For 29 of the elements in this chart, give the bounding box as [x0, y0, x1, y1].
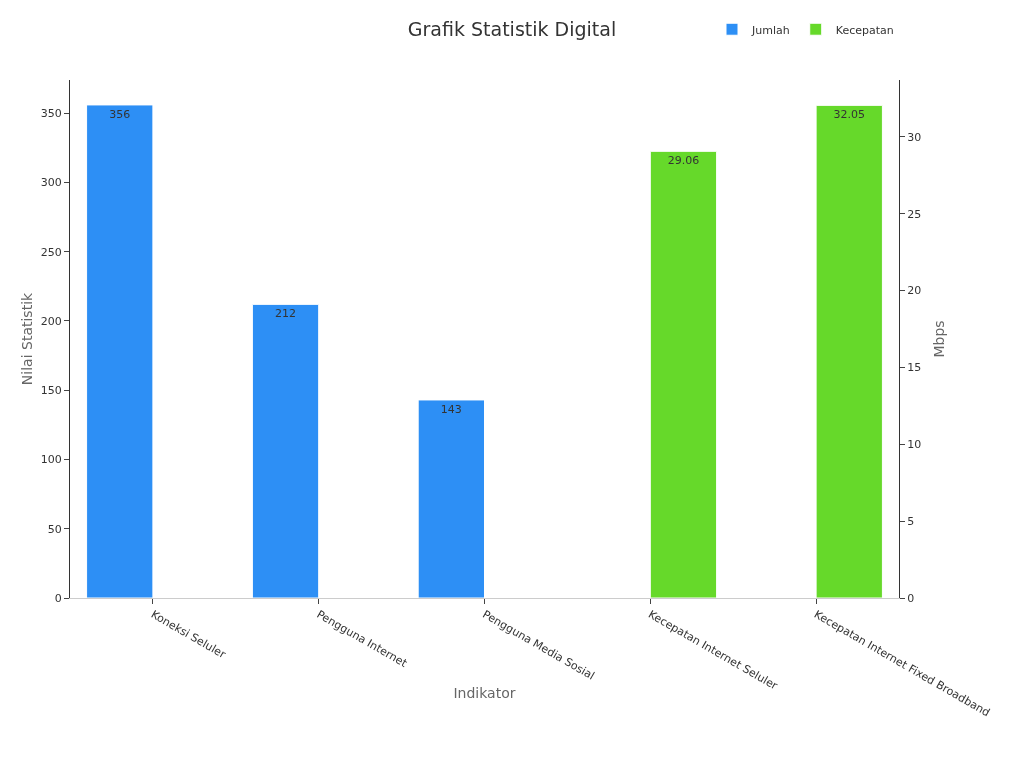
chart-title: Grafik Statistik Digital	[407, 18, 617, 41]
y-tick-label: 0	[54, 591, 62, 605]
data-label: 143	[440, 402, 462, 416]
y-tick-label: 200	[40, 314, 62, 328]
y-tick-label: 250	[40, 245, 62, 259]
x-axis-title: Indikator	[453, 684, 516, 701]
y2-tick-label: 25	[907, 207, 922, 221]
y-tick-label: 350	[40, 107, 62, 121]
y-tick-label: 50	[47, 522, 62, 536]
y2-tick-label: 0	[907, 591, 915, 605]
legend-label: Jumlah	[751, 23, 790, 37]
data-label: 212	[275, 307, 297, 321]
y2-tick-label: 5	[907, 515, 915, 528]
y-tick-label: 100	[40, 453, 62, 467]
y2-axis-title: Mbps	[931, 320, 947, 358]
y-tick-label: 300	[40, 176, 62, 190]
y2-tick-label: 15	[907, 361, 922, 375]
legend-label: Kecepatan	[835, 23, 894, 37]
bar	[417, 399, 485, 598]
y2-tick-label: 30	[907, 130, 922, 144]
y-tick-label: 150	[40, 384, 62, 398]
data-label: 29.06	[667, 154, 700, 168]
data-label: 356	[109, 107, 131, 121]
y2-tick-label: 10	[907, 438, 922, 452]
bar	[86, 104, 154, 598]
y2-tick-label: 20	[907, 284, 922, 298]
y-axis-title: Nilai Statistik	[19, 291, 35, 386]
bar	[251, 303, 320, 598]
data-label: 32.05	[833, 108, 866, 122]
